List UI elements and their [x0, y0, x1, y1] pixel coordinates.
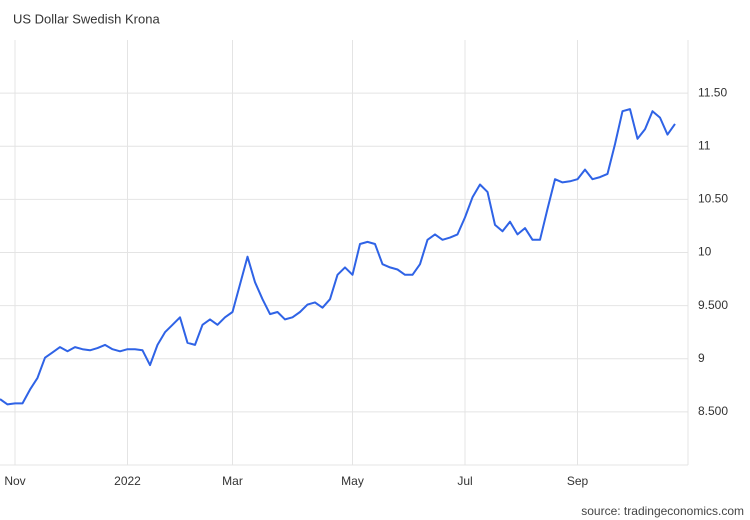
y-tick-label: 8.500	[698, 404, 728, 418]
x-tick-label: Nov	[4, 474, 25, 488]
x-tick-label: May	[341, 474, 364, 488]
y-tick-label: 11.50	[698, 85, 727, 99]
y-tick-label: 10.50	[698, 192, 728, 206]
chart-title: US Dollar Swedish Krona	[13, 11, 160, 26]
source: source: tradingeconomics.com	[581, 504, 744, 518]
x-tick-label: Sep	[567, 474, 589, 488]
x-tick-label: Mar	[222, 474, 243, 488]
y-tick-label: 9.500	[698, 298, 728, 312]
y-tick-label: 10	[698, 245, 712, 259]
line-series	[0, 108, 676, 406]
x-tick-label: 2022	[114, 474, 141, 488]
x-tick-label: Jul	[457, 474, 472, 488]
y-tick-label: 9	[698, 351, 705, 365]
y-tick-label: 11	[698, 138, 711, 152]
